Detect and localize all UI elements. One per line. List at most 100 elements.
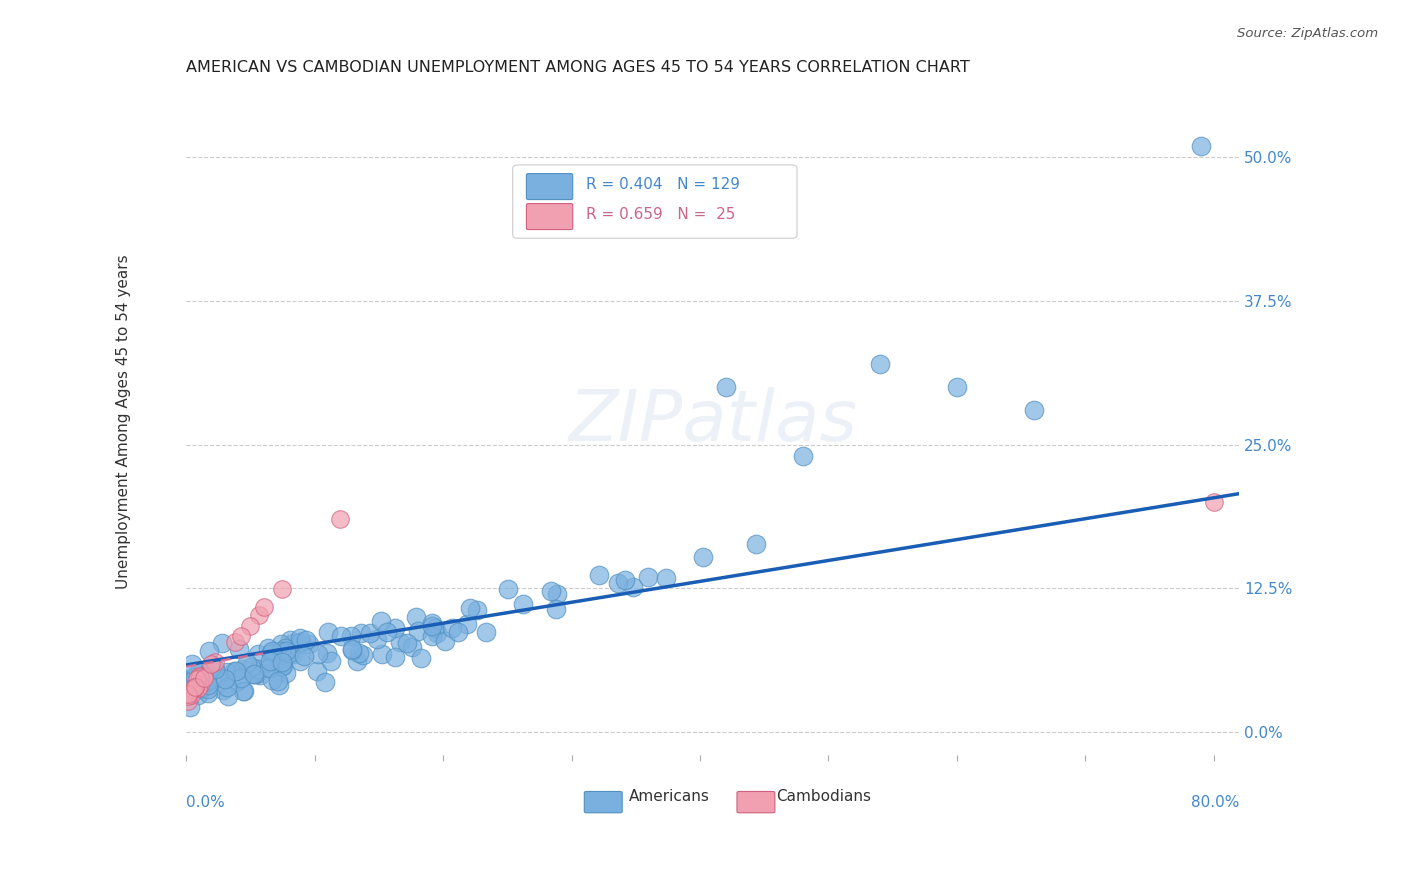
Point [233, 684, 256, 698]
Point [243, 666, 266, 681]
Point [242, 667, 264, 681]
Point [197, 678, 219, 692]
Point [204, 655, 226, 669]
Point [744, 537, 766, 551]
Point [231, 629, 253, 643]
Point [177, 693, 200, 707]
Point [692, 550, 714, 565]
Point [257, 660, 280, 674]
Point [183, 681, 205, 696]
Point [193, 669, 215, 683]
Point [211, 636, 233, 650]
Point [187, 669, 209, 683]
Point [269, 678, 291, 692]
Point [176, 672, 198, 686]
Point [433, 634, 456, 648]
Point [512, 597, 534, 611]
Point [232, 662, 254, 676]
Point [224, 635, 246, 649]
Point [1189, 138, 1212, 153]
Point [277, 646, 299, 660]
Point [183, 670, 205, 684]
Point [423, 621, 446, 635]
Point [267, 673, 290, 688]
Point [869, 357, 891, 371]
Point [212, 683, 235, 698]
Point [496, 582, 519, 596]
Point [239, 619, 262, 633]
Point [329, 512, 352, 526]
Point [276, 665, 298, 680]
Text: Unemployment Among Ages 45 to 54 years: Unemployment Among Ages 45 to 54 years [115, 254, 131, 589]
Point [205, 670, 228, 684]
Point [340, 642, 363, 657]
Point [274, 643, 297, 657]
FancyBboxPatch shape [737, 791, 775, 813]
Point [420, 618, 443, 632]
Point [316, 646, 339, 660]
Point [187, 681, 209, 695]
Point [401, 640, 423, 655]
Point [314, 675, 336, 690]
Point [214, 672, 236, 686]
Point [411, 651, 433, 665]
Point [370, 615, 392, 629]
Point [198, 644, 221, 658]
Text: Americans: Americans [628, 789, 710, 805]
Point [945, 380, 967, 394]
Point [458, 600, 481, 615]
Point [346, 654, 368, 668]
Point [200, 662, 222, 676]
Point [177, 687, 200, 701]
Point [290, 635, 312, 649]
Point [259, 654, 281, 668]
Point [283, 647, 305, 661]
Point [186, 672, 208, 686]
Point [247, 647, 270, 661]
Point [359, 626, 381, 640]
Point [340, 629, 363, 643]
Point [271, 582, 294, 596]
FancyBboxPatch shape [526, 174, 572, 200]
Point [202, 660, 225, 674]
Point [350, 625, 373, 640]
Point [340, 643, 363, 657]
Point [187, 689, 209, 703]
Point [270, 644, 292, 658]
Point [292, 649, 315, 664]
Point [271, 659, 294, 673]
Point [465, 603, 488, 617]
Point [183, 681, 205, 696]
Point [180, 657, 202, 672]
Point [215, 681, 238, 695]
Point [384, 649, 406, 664]
Point [405, 610, 427, 624]
Point [384, 621, 406, 635]
Point [288, 631, 311, 645]
Point [190, 681, 212, 696]
Point [197, 686, 219, 700]
Point [298, 637, 321, 651]
Point [253, 599, 276, 614]
Point [267, 659, 290, 673]
Point [540, 583, 562, 598]
Point [246, 662, 269, 676]
Point [204, 662, 226, 676]
Point [290, 635, 312, 649]
Point [180, 688, 202, 702]
Text: R = 0.659   N =  25: R = 0.659 N = 25 [586, 208, 735, 222]
Point [176, 684, 198, 698]
FancyBboxPatch shape [513, 165, 797, 238]
Point [395, 636, 418, 650]
Point [257, 640, 280, 655]
Point [1202, 495, 1225, 509]
Point [792, 449, 814, 463]
Point [655, 571, 678, 585]
Point [184, 680, 207, 694]
Point [319, 654, 342, 668]
Point [371, 647, 394, 661]
Point [426, 626, 449, 640]
Point [188, 678, 211, 692]
Point [544, 601, 567, 615]
Text: R = 0.404   N = 129: R = 0.404 N = 129 [586, 178, 741, 193]
